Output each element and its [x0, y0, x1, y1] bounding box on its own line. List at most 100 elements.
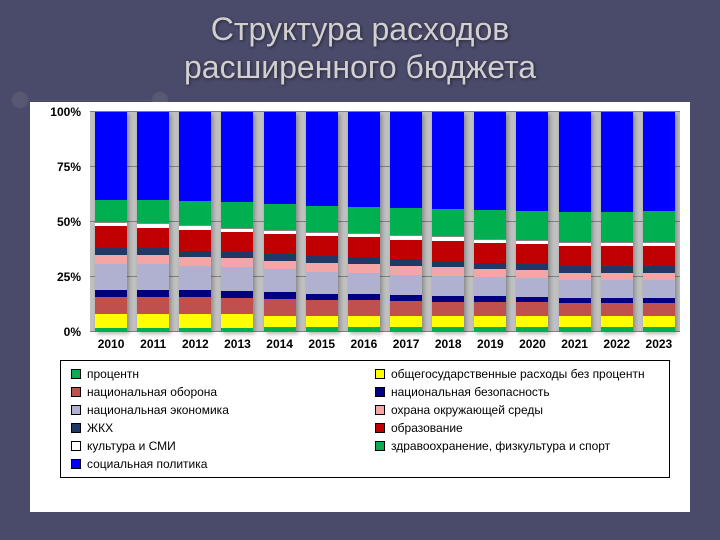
bar-segment [137, 200, 169, 223]
legend-label: социальная политика [87, 457, 207, 471]
bar-segment [348, 294, 380, 301]
bar-segment [264, 327, 296, 333]
bar-segment [306, 256, 338, 263]
bar-segment [601, 212, 633, 242]
bar-segment [348, 316, 380, 327]
bar-segment [137, 328, 169, 332]
bar-segment [559, 316, 591, 327]
bar-segment [306, 272, 338, 294]
bar-segment [95, 328, 127, 332]
bar-segment [306, 294, 338, 301]
bar-segment [95, 290, 127, 297]
bar-segment [516, 270, 548, 278]
bar-segment [390, 112, 422, 208]
bar-segment [137, 255, 169, 264]
bar-segment [390, 259, 422, 266]
legend-item: национальная экономика [71, 403, 355, 417]
bar-segment [474, 210, 506, 239]
bar-segment [264, 299, 296, 316]
bar-segment [221, 314, 253, 327]
bar-segment [474, 316, 506, 327]
bar-segment [348, 207, 380, 233]
bar [264, 112, 296, 332]
bar-segment [643, 266, 675, 273]
bar [643, 112, 675, 332]
x-tick-label: 2022 [601, 337, 633, 351]
bar-segment [306, 112, 338, 206]
bar-segment [264, 292, 296, 299]
bar-segment [516, 327, 548, 333]
legend-swatch [71, 405, 81, 415]
bar-segment [516, 244, 548, 264]
legend: процентн общегосударственные расходы без … [60, 360, 670, 478]
bar-segment [601, 280, 633, 298]
bar-segment [643, 273, 675, 281]
bar-segment [306, 327, 338, 333]
bar-segment [221, 328, 253, 332]
y-tick-label: 75% [57, 160, 81, 174]
bar-segment [264, 204, 296, 229]
legend-swatch [375, 369, 385, 379]
bar-segment [643, 246, 675, 266]
bar-segment [390, 208, 422, 236]
bar-segment [179, 112, 211, 201]
legend-item: здравоохранение, физкультура и спорт [375, 439, 659, 453]
legend-item: процентн [71, 367, 355, 381]
legend-item: ЖКХ [71, 421, 355, 435]
legend-item: образование [375, 421, 659, 435]
bar-segment [221, 258, 253, 267]
bar-segment [390, 301, 422, 315]
bar-segment [474, 302, 506, 315]
x-tick-label: 2010 [95, 337, 127, 351]
bar-segment [516, 264, 548, 271]
bar-segment [95, 112, 127, 200]
bar-segment [601, 266, 633, 273]
bar-segment [264, 316, 296, 327]
legend-swatch [375, 441, 385, 451]
title-line-1: Структура расходов [211, 11, 510, 47]
bar-segment [559, 327, 591, 333]
bar-segment [559, 280, 591, 298]
bar-segment [474, 243, 506, 263]
bar-segment [95, 297, 127, 315]
bar-segment [348, 273, 380, 294]
x-tick-label: 2012 [179, 337, 211, 351]
bar-segment [390, 295, 422, 302]
bar-segment [306, 300, 338, 315]
bar-segment [516, 112, 548, 211]
bar-segment [601, 327, 633, 333]
bar-segment [95, 255, 127, 264]
legend-item: национальная безопасность [375, 385, 659, 399]
bar [348, 112, 380, 332]
bar-segment [95, 314, 127, 327]
bar-segment [432, 241, 464, 261]
bar-segment [348, 257, 380, 264]
bar [221, 112, 253, 332]
bar-segment [516, 316, 548, 327]
x-tick-label: 2011 [137, 337, 169, 351]
bar-segment [179, 297, 211, 315]
bar-segment [643, 211, 675, 242]
legend-swatch [71, 441, 81, 451]
bar-segment [432, 296, 464, 303]
legend-label: образование [391, 421, 463, 435]
bar-segment [95, 200, 127, 222]
legend-label: общегосударственные расходы без процентн [391, 367, 645, 381]
bar-segment [348, 237, 380, 257]
bar-segment [432, 112, 464, 209]
bar-segment [264, 234, 296, 254]
bar-segment [221, 202, 253, 227]
bar-segment [516, 211, 548, 240]
bar-segment [643, 112, 675, 211]
legend-swatch [71, 459, 81, 469]
bar-segment [643, 327, 675, 333]
bar-segment [306, 236, 338, 256]
bar [516, 112, 548, 332]
legend-label: охрана окружающей среды [391, 403, 543, 417]
bar-segment [221, 267, 253, 291]
legend-item: социальная политика [71, 457, 355, 471]
legend-label: здравоохранение, физкультура и спорт [391, 439, 610, 453]
x-tick-label: 2014 [264, 337, 296, 351]
bar-segment [221, 291, 253, 298]
y-axis-labels: 0%25%50%75%100% [30, 112, 85, 332]
